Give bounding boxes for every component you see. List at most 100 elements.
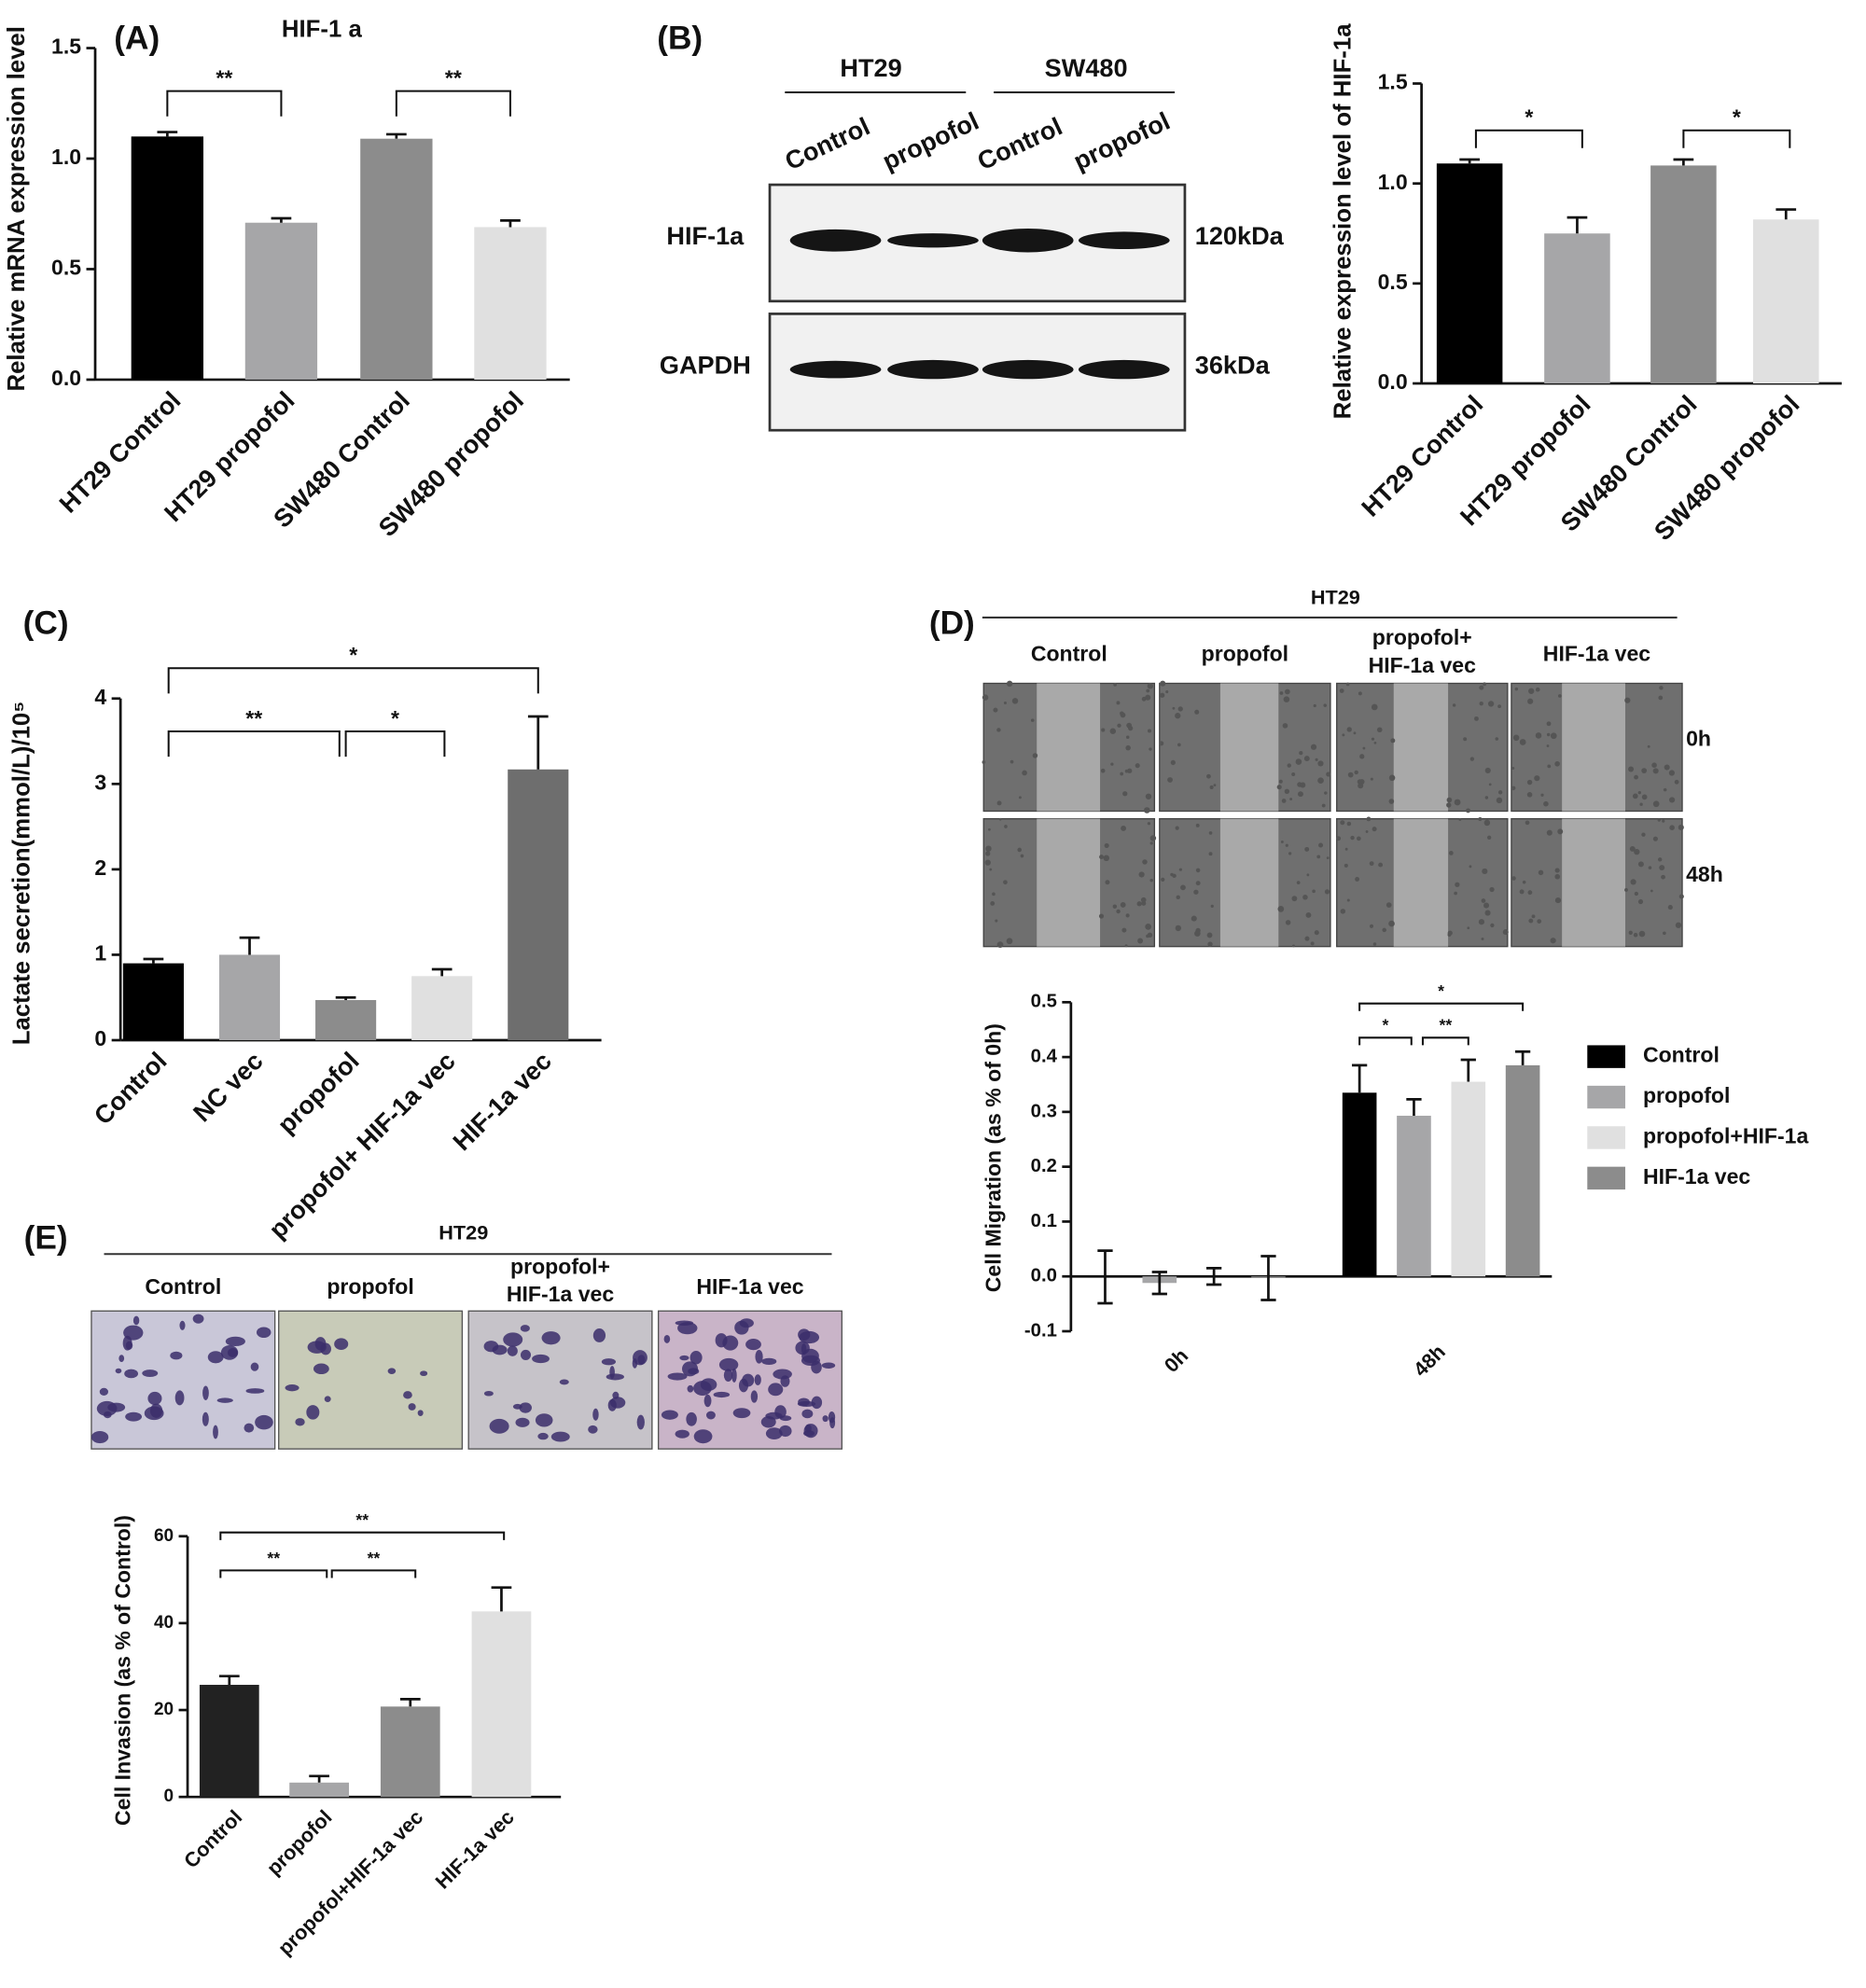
bar xyxy=(1505,1064,1540,1277)
stained-cell xyxy=(811,1360,822,1374)
cell-texture xyxy=(1289,798,1293,801)
cell-texture xyxy=(1527,698,1534,704)
cell-texture xyxy=(1161,877,1165,882)
cell-texture xyxy=(1526,779,1533,785)
cell-texture xyxy=(1512,734,1520,742)
panel-label: (C) xyxy=(23,605,69,641)
y-tick-label: 0.1 xyxy=(1031,1211,1057,1231)
cell-texture xyxy=(1279,691,1284,695)
cell-texture xyxy=(1669,825,1675,830)
cell-texture xyxy=(1370,777,1373,781)
cell-texture xyxy=(1490,923,1495,928)
cell-texture xyxy=(1369,861,1374,867)
cell-texture xyxy=(1208,852,1213,856)
cell-texture xyxy=(1554,897,1562,904)
stained-cell xyxy=(801,1343,807,1355)
error-bar xyxy=(1205,1267,1222,1286)
legend-label: HIF-1a vec xyxy=(1643,1164,1750,1189)
cell-texture xyxy=(1303,756,1310,762)
stained-cell xyxy=(207,1351,224,1364)
stained-cell xyxy=(250,1362,259,1371)
y-axis-label: Cell Migration (as % of 0h) xyxy=(982,1023,1006,1292)
cell-texture xyxy=(1121,927,1127,933)
blot-band xyxy=(887,233,979,248)
cell-texture xyxy=(1527,890,1533,896)
cell-texture xyxy=(1003,880,1008,885)
cell-texture xyxy=(1280,841,1284,843)
cell-texture xyxy=(1172,706,1176,710)
chart-title: HIF-1 a xyxy=(282,16,363,42)
cell-texture xyxy=(1628,930,1633,935)
stained-cell xyxy=(661,1410,678,1420)
y-axis-label: Relative expression level of HIF-1a xyxy=(1330,23,1357,420)
error-bar xyxy=(1097,1249,1113,1305)
stained-cell xyxy=(705,1411,716,1420)
cell-texture xyxy=(1339,688,1344,693)
row-label: 0h xyxy=(1686,727,1711,751)
cell-texture xyxy=(1310,941,1315,946)
stained-cell xyxy=(313,1363,329,1375)
stained-cell xyxy=(723,1369,733,1382)
cell-texture xyxy=(1662,819,1665,823)
significance-bracket xyxy=(167,730,341,758)
cell-texture xyxy=(1651,762,1657,768)
cell-texture xyxy=(1124,944,1128,948)
cell-texture xyxy=(1547,764,1552,769)
cell-texture xyxy=(1481,937,1484,940)
y-tick-label: 40 xyxy=(154,1613,174,1633)
column-label: propofol xyxy=(1202,642,1288,666)
cell-texture xyxy=(1355,877,1360,882)
cell-texture xyxy=(1177,706,1183,712)
bar xyxy=(1544,233,1610,384)
stained-cell xyxy=(663,1335,671,1343)
stained-cell xyxy=(123,1325,144,1341)
y-tick-label: 0.4 xyxy=(1031,1046,1058,1066)
cell-texture xyxy=(1469,757,1475,761)
cell-texture xyxy=(1358,691,1362,696)
band-label: HIF-1a xyxy=(666,221,745,250)
cell-texture xyxy=(1638,930,1646,938)
cell-texture xyxy=(1652,836,1658,841)
cell-texture xyxy=(1634,774,1638,780)
significance-bracket xyxy=(1358,1002,1525,1011)
stained-cell xyxy=(821,1362,836,1369)
stained-cell xyxy=(403,1391,412,1399)
cell-texture xyxy=(1017,847,1022,853)
bar xyxy=(199,1685,259,1798)
cell-texture xyxy=(1340,820,1345,826)
cell-texture xyxy=(1316,855,1321,859)
error-bar xyxy=(500,218,521,228)
significance-label: * xyxy=(1525,105,1533,130)
cell-texture xyxy=(1336,836,1342,841)
cell-texture xyxy=(1313,703,1316,708)
invasion-image xyxy=(278,1310,464,1450)
stained-cell xyxy=(739,1318,754,1328)
significance-bracket xyxy=(344,730,446,758)
cell-texture xyxy=(1659,686,1664,690)
bar xyxy=(131,136,204,380)
cell-texture xyxy=(1373,741,1377,744)
cell-texture xyxy=(1317,777,1324,785)
cell-texture xyxy=(1285,843,1288,847)
cell-texture xyxy=(1147,683,1154,689)
cell-texture xyxy=(1304,936,1310,941)
cell-texture xyxy=(1463,737,1468,742)
bar xyxy=(508,769,569,1041)
column-label: HIF-1a vec xyxy=(1369,653,1476,677)
cell-texture xyxy=(1371,703,1378,711)
cell-texture xyxy=(1356,836,1361,841)
cell-texture xyxy=(1207,941,1213,947)
cell-texture xyxy=(1120,902,1126,908)
cell-texture xyxy=(1122,791,1128,797)
y-tick-label: 0 xyxy=(94,1026,106,1050)
stained-cell xyxy=(811,1396,823,1410)
stained-cell xyxy=(688,1368,700,1375)
stained-cell xyxy=(592,1408,599,1421)
cell-texture xyxy=(1630,879,1636,885)
stained-cell xyxy=(754,1374,761,1385)
cell-texture xyxy=(1554,873,1561,880)
cell-texture xyxy=(1448,851,1454,855)
panel-label: (D) xyxy=(929,605,975,641)
cell-texture xyxy=(1147,729,1152,733)
stained-cell xyxy=(202,1411,209,1426)
